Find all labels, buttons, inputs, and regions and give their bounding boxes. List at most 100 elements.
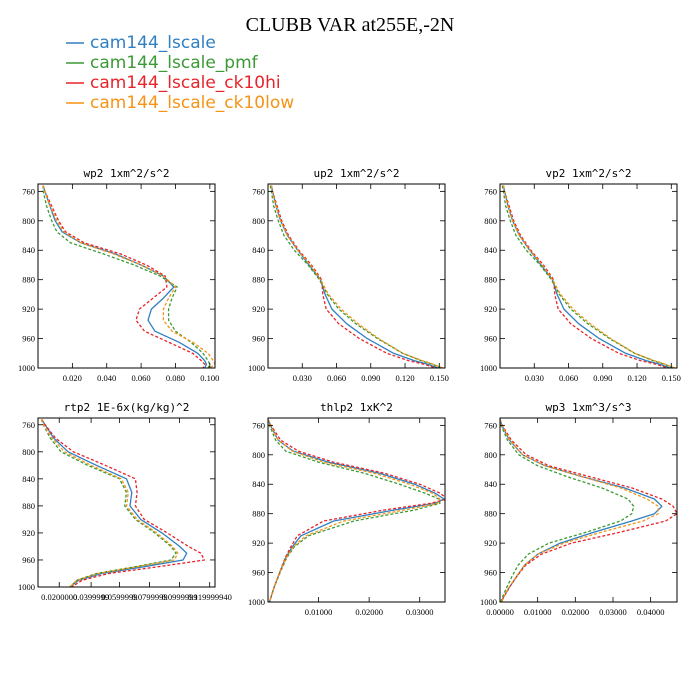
series-line	[500, 419, 635, 602]
series-line	[268, 419, 445, 602]
y-tick-label: 960	[22, 334, 35, 344]
legend-label: cam144_lscale	[90, 33, 216, 53]
legend-item: cam144_lscale_pmf	[66, 53, 259, 73]
series-line	[500, 419, 663, 602]
legend-label: cam144_lscale_ck10hi	[90, 73, 281, 93]
y-tick-label: 760	[22, 420, 35, 430]
x-tick-label: 0.030	[293, 373, 312, 383]
series-group	[40, 419, 206, 587]
x-tick-label: 0.020	[63, 373, 82, 383]
y-tick-label: 800	[22, 447, 35, 457]
series-group	[269, 185, 443, 368]
x-tick-label: 0.150	[662, 373, 681, 383]
y-tick-label: 1000	[18, 582, 35, 592]
series-line	[268, 419, 441, 602]
y-tick-label: 760	[22, 186, 35, 196]
y-tick-label: 760	[252, 186, 265, 196]
y-tick-label: 920	[252, 304, 265, 314]
chart-panel: up2 1xm^2/s^2 760 800 840 880 920 960 1000 0.030…	[248, 167, 449, 383]
x-tick-label: 0.03000	[599, 607, 627, 617]
y-tick-label: 1000	[18, 363, 35, 373]
chart-panel: thlp2 1xK^2 760 800 840 880 920 960 1000 0.01000…	[248, 401, 446, 617]
x-tick-label: 0.01000	[524, 607, 552, 617]
y-tick-label: 840	[22, 245, 35, 255]
y-tick-label: 760	[484, 186, 497, 196]
x-tick-label: 0.00000	[486, 607, 514, 617]
x-tick-label: 0.120	[395, 373, 414, 383]
x-tick-label: 0.04000	[637, 607, 665, 617]
x-tick-label: 0.03000	[406, 607, 434, 617]
series-group	[42, 185, 215, 368]
panel-title: up2 1xm^2/s^2	[313, 167, 399, 180]
series-line	[40, 419, 206, 587]
legend-item: cam144_lscale	[66, 33, 216, 53]
x-tick-label: 0.119999940	[188, 592, 232, 602]
y-tick-label: 880	[252, 275, 265, 285]
y-tick-label: 880	[22, 275, 35, 285]
legend: cam144_lscalecam144_lscale_pmfcam144_lsc…	[66, 33, 294, 113]
panel-title: rtp2 1E-6x(kg/kg)^2	[64, 401, 190, 414]
y-tick-label: 800	[484, 216, 497, 226]
series-line	[501, 185, 674, 368]
y-tick-label: 880	[22, 501, 35, 511]
x-tick-label: 0.0599999	[101, 592, 137, 602]
legend-label: cam144_lscale_ck10low	[90, 93, 294, 113]
plot-frame	[499, 183, 678, 369]
panel-title: wp3 1xm^3/s^3	[545, 401, 631, 414]
plot-frame	[267, 183, 446, 369]
y-tick-label: 800	[22, 216, 35, 226]
series-line	[40, 419, 188, 587]
plot-frame	[37, 183, 216, 369]
series-line	[502, 185, 675, 368]
series-group	[500, 419, 677, 602]
y-tick-label: 960	[252, 568, 265, 578]
y-tick-label: 1000	[480, 597, 497, 607]
y-tick-label: 920	[484, 538, 497, 548]
x-tick-label: 0.080	[166, 373, 185, 383]
series-line	[500, 419, 677, 602]
panels: wp2 1xm^2/s^2 760 800 840 880 920 960 1000 0.020…	[18, 167, 681, 617]
series-line	[502, 185, 671, 368]
series-line	[270, 185, 443, 368]
y-tick-label: 960	[252, 334, 265, 344]
x-tick-label: 0.02000	[355, 607, 383, 617]
y-tick-label: 960	[484, 334, 497, 344]
x-tick-label: 0.060	[132, 373, 151, 383]
y-tick-label: 920	[484, 304, 497, 314]
y-tick-label: 840	[484, 479, 497, 489]
y-tick-label: 920	[22, 304, 35, 314]
x-tick-label: 0.040	[97, 373, 116, 383]
panel-title: wp2 1xm^2/s^2	[83, 167, 169, 180]
series-line	[268, 419, 441, 602]
y-tick-label: 840	[252, 479, 265, 489]
chart-panel: wp3 1xm^3/s^3 760 800 840 880 920 960 10000.000…	[480, 401, 678, 617]
series-line	[40, 419, 177, 587]
plot-frame	[37, 417, 216, 588]
y-tick-label: 840	[484, 245, 497, 255]
figure-title: CLUBB VAR at255E,-2N	[246, 14, 455, 36]
x-tick-label: 0.090	[593, 373, 612, 383]
plot-frame	[267, 417, 446, 603]
plot-frame	[499, 417, 678, 603]
series-line	[42, 185, 208, 368]
y-tick-label: 880	[484, 275, 497, 285]
y-tick-label: 920	[22, 528, 35, 538]
chart-panel: wp2 1xm^2/s^2 760 800 840 880 920 960 1000 0.020…	[18, 167, 219, 383]
x-tick-label: 0.0200000	[41, 592, 77, 602]
series-line	[270, 185, 439, 368]
series-line	[268, 419, 445, 602]
y-tick-label: 800	[252, 216, 265, 226]
y-tick-label: 760	[252, 420, 265, 430]
y-tick-label: 880	[484, 509, 497, 519]
series-line	[40, 419, 179, 587]
x-tick-label: 0.0799999	[131, 592, 167, 602]
series-line	[42, 185, 215, 368]
y-tick-label: 1000	[248, 597, 265, 607]
x-tick-label: 0.02000	[562, 607, 590, 617]
y-tick-label: 960	[484, 568, 497, 578]
series-line	[502, 185, 669, 368]
y-tick-label: 1000	[480, 363, 497, 373]
x-tick-label: 0.01000	[305, 607, 333, 617]
x-tick-label: 0.0999999	[162, 592, 198, 602]
